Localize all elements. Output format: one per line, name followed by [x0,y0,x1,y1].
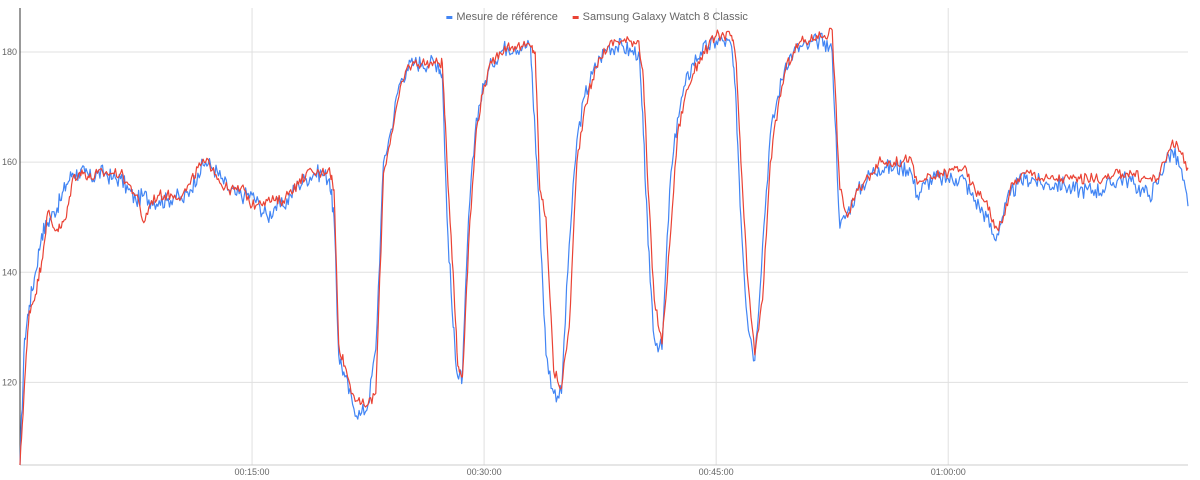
x-tick-label: 00:30:00 [467,467,502,477]
legend-swatch [446,16,453,19]
axes: 120 140 160 180 00:15:00 00:30:00 00:45:00 01:0… [2,8,1188,477]
legend[interactable]: Mesure de référence Samsung Galaxy Watch … [446,11,748,23]
legend-label[interactable]: Samsung Galaxy Watch 8 Classic [583,11,749,23]
series-line-2 [19,27,1189,466]
y-tick-label: 160 [2,157,17,167]
series-lines [19,27,1189,466]
x-tick-label: 00:15:00 [235,467,270,477]
legend-label[interactable]: Mesure de référence [456,11,557,23]
series-line-1 [19,32,1189,466]
y-tick-label: 180 [2,47,17,57]
x-tick-label: 01:00:00 [931,467,966,477]
x-tick-label: 00:45:00 [699,467,734,477]
y-tick-label: 120 [2,377,17,387]
legend-swatch [572,16,579,19]
y-tick-label: 140 [2,267,17,277]
